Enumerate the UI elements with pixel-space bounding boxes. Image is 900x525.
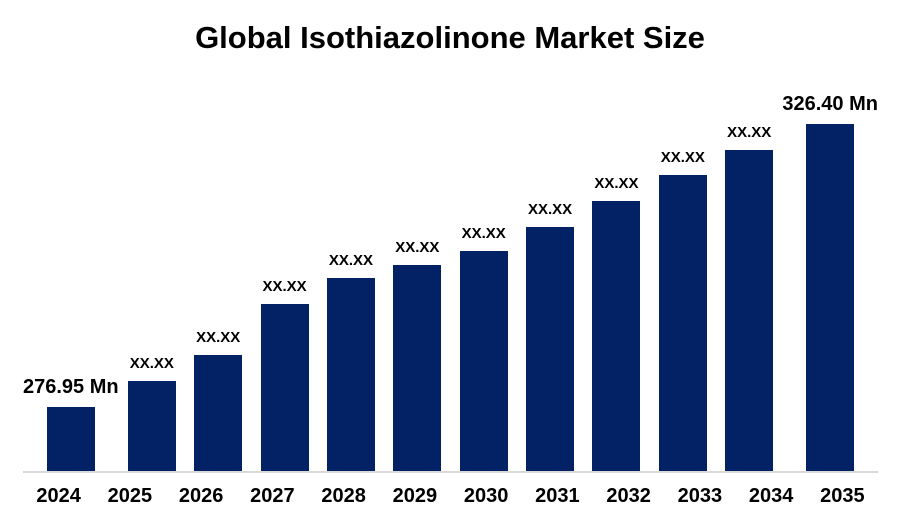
bar (459, 251, 508, 471)
x-axis-line (23, 471, 878, 473)
bar-value-label: 326.40 Mn (782, 93, 878, 115)
bar-column: XX.XX (185, 79, 251, 471)
x-axis-tick-label: 2033 (677, 485, 723, 507)
bar-column: 326.40 Mn (782, 79, 878, 471)
bar-value-label: XX.XX (461, 225, 506, 242)
bar (526, 227, 575, 471)
x-axis-tick-label: 2025 (107, 485, 153, 507)
bar-column: XX.XX (251, 79, 317, 471)
x-axis-tick-label: 2027 (250, 485, 295, 507)
bar (326, 278, 375, 471)
bar-value-label: XX.XX (262, 278, 307, 295)
x-axis-tick-label: 2029 (392, 485, 438, 507)
bar-column: XX.XX (517, 79, 583, 471)
bar-value-label: XX.XX (328, 252, 374, 269)
bar (46, 407, 95, 471)
bar-column: XX.XX (716, 79, 782, 471)
x-axis-tick-label: 2031 (535, 485, 580, 507)
x-axis-tick-label: 2024 (36, 485, 81, 507)
bar (806, 124, 855, 471)
chart-title: Global Isothiazolinone Market Size (195, 20, 705, 55)
bar (725, 150, 774, 471)
x-axis-tick-label: 2034 (748, 485, 794, 507)
bar-value-label: XX.XX (727, 124, 772, 141)
x-axis-tick-label: 2032 (606, 485, 651, 507)
bar-column: 276.95 Mn (23, 79, 119, 471)
bar (260, 304, 309, 471)
bar (127, 381, 176, 471)
bar-column: XX.XX (384, 79, 450, 471)
bar-value-label: XX.XX (196, 329, 241, 346)
bar (393, 265, 442, 471)
x-axis-tick-label: 2026 (178, 485, 224, 507)
bar-column: XX.XX (650, 79, 716, 471)
bar-value-label: XX.XX (395, 239, 440, 256)
x-axis-labels: 2024 2025 2026 2027 2028 2029 2030 2031 2032 2033… (23, 485, 878, 507)
bar (194, 355, 243, 471)
bar-value-label: XX.XX (660, 149, 705, 166)
bar-value-label: XX.XX (594, 175, 639, 192)
bar-value-label: XX.XX (129, 355, 174, 372)
bar-column: XX.XX (119, 79, 185, 471)
x-axis-tick-label: 2030 (463, 485, 509, 507)
bar (592, 201, 641, 471)
bar-column: XX.XX (583, 79, 649, 471)
bars-row: 276.95 Mn XX.XX XX.XX XX.XX XX.XX XX.XX XX.XX X… (23, 79, 878, 471)
bar-value-label: XX.XX (527, 201, 573, 218)
bar (658, 175, 707, 471)
bar-value-label: 276.95 Mn (23, 376, 119, 398)
x-axis-tick-label: 2028 (321, 485, 366, 507)
bar-column: XX.XX (318, 79, 384, 471)
x-axis-tick-label: 2035 (820, 485, 865, 507)
bar-column: XX.XX (450, 79, 516, 471)
